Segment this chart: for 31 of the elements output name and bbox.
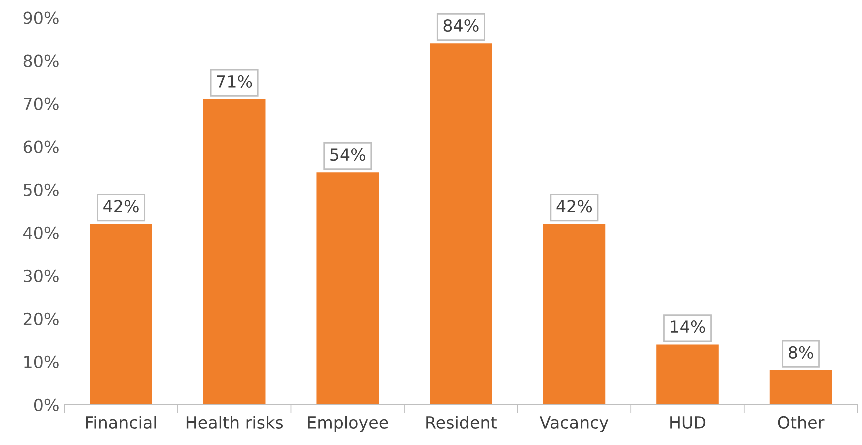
x-tick-label: Health risks (186, 416, 284, 429)
y-tick-label: 40% (24, 226, 59, 240)
bar (430, 44, 492, 405)
x-tick-label: Employee (308, 416, 388, 432)
y-tick-label: 20% (24, 312, 59, 326)
data-label: 42% (104, 200, 139, 213)
data-label: 84% (444, 19, 479, 32)
y-tick-label: 50% (24, 184, 59, 196)
bar (770, 370, 832, 405)
data-label: 54% (330, 148, 366, 162)
data-label: 42% (556, 200, 592, 213)
x-tick-label: Financial (86, 416, 156, 429)
bar (90, 224, 152, 405)
y-tick-label: 30% (24, 270, 59, 282)
bar (543, 224, 606, 405)
bar (316, 172, 380, 405)
data-label: 14% (671, 320, 706, 334)
x-tick-label: HUD (670, 416, 706, 429)
bar (656, 344, 719, 405)
x-tick-label: Vacancy (540, 416, 609, 432)
y-tick-label: 70% (24, 98, 59, 110)
y-tick-label: 90% (24, 12, 59, 24)
y-tick-label: 10% (24, 356, 59, 368)
x-tick-label: Resident (426, 416, 497, 429)
y-tick-label: 60% (24, 140, 59, 154)
data-label: 71% (217, 75, 252, 88)
x-tick-label: Other (778, 416, 825, 429)
y-tick-label: 0% (34, 398, 59, 412)
data-label: 8% (788, 346, 814, 359)
bar (203, 100, 266, 405)
y-tick-label: 80% (24, 54, 59, 68)
